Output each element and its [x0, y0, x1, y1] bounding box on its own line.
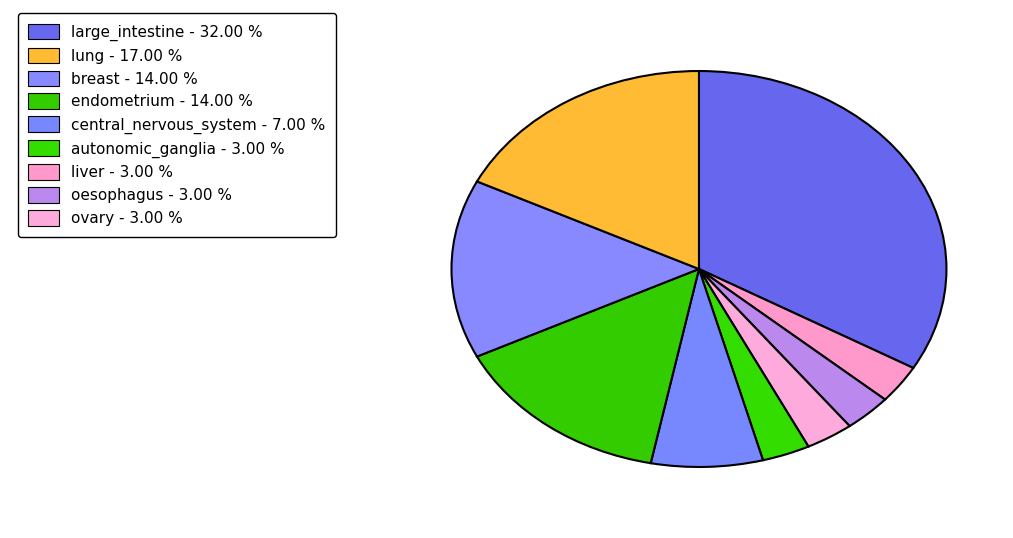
- Wedge shape: [699, 269, 808, 460]
- Wedge shape: [452, 181, 699, 357]
- Wedge shape: [477, 269, 699, 463]
- Wedge shape: [699, 269, 914, 400]
- Wedge shape: [650, 269, 763, 467]
- Wedge shape: [699, 71, 946, 368]
- Wedge shape: [699, 269, 850, 447]
- Wedge shape: [699, 269, 885, 426]
- Legend: large_intestine - 32.00 %, lung - 17.00 %, breast - 14.00 %, endometrium - 14.00: large_intestine - 32.00 %, lung - 17.00 …: [18, 13, 336, 237]
- Wedge shape: [477, 71, 699, 269]
